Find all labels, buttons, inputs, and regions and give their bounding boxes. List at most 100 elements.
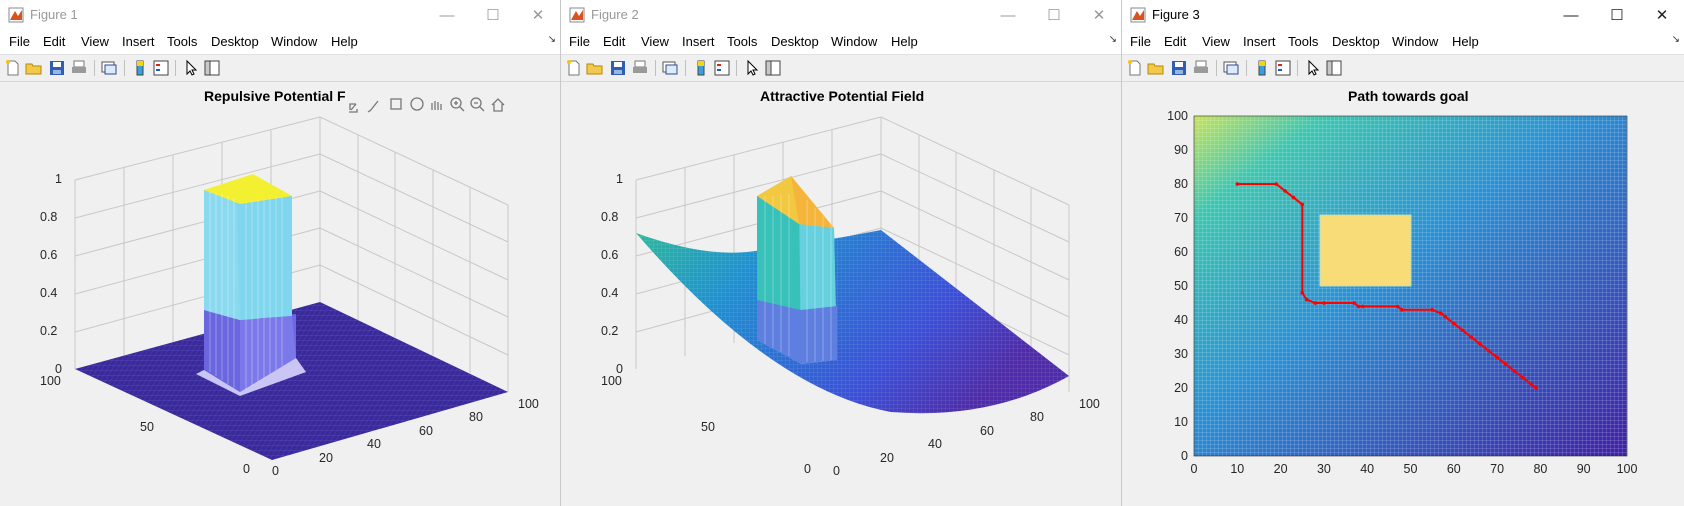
menu-tools[interactable]: Tools bbox=[167, 34, 198, 49]
dock-icon[interactable]: ↘ bbox=[1108, 34, 1117, 45]
pan-icon[interactable] bbox=[431, 101, 442, 110]
z-tick-label: 0.8 bbox=[40, 210, 57, 224]
new-figure-icon[interactable] bbox=[565, 59, 583, 77]
x-tick-labels: 0 10 20 30 40 50 60 70 80 90 100 bbox=[1191, 462, 1638, 476]
pointer-icon[interactable] bbox=[743, 59, 761, 77]
link-plot-icon[interactable] bbox=[661, 59, 679, 77]
maximize-button[interactable]: ☐ bbox=[1610, 7, 1624, 24]
title-bar[interactable]: Figure 3 — ☐ ✕ bbox=[1122, 0, 1684, 30]
figure-toolbar bbox=[1122, 55, 1684, 82]
dock-icon[interactable]: ↘ bbox=[547, 34, 556, 45]
datatip-icon[interactable] bbox=[390, 98, 402, 110]
menu-edit[interactable]: Edit bbox=[603, 34, 626, 49]
colorbar-icon[interactable] bbox=[131, 59, 149, 77]
path-point bbox=[1361, 304, 1365, 309]
toolbar-separator bbox=[124, 60, 125, 76]
menu-insert[interactable]: Insert bbox=[1243, 34, 1276, 49]
menu-help[interactable]: Help bbox=[891, 34, 918, 49]
open-file-icon[interactable] bbox=[586, 59, 604, 77]
print-icon[interactable] bbox=[70, 59, 88, 77]
property-inspector-icon[interactable] bbox=[203, 59, 221, 77]
menu-tools[interactable]: Tools bbox=[1288, 34, 1319, 49]
path-point bbox=[1274, 182, 1279, 186]
menu-view[interactable]: View bbox=[81, 34, 109, 49]
menu-view[interactable]: View bbox=[1202, 34, 1230, 49]
brush-icon[interactable] bbox=[367, 100, 379, 113]
x-tick-label: 20 bbox=[880, 451, 894, 465]
menu-window[interactable]: Window bbox=[831, 34, 878, 49]
plot-area[interactable]: Path towards goal 0102030405060708090100… bbox=[1122, 82, 1684, 506]
x-tick-label: 80 bbox=[1533, 462, 1547, 476]
zoom-in-icon[interactable] bbox=[450, 97, 465, 112]
maximize-button[interactable]: ☐ bbox=[1047, 7, 1061, 24]
menu-desktop[interactable]: Desktop bbox=[1332, 34, 1380, 49]
y-tick-label: 0 bbox=[243, 462, 250, 476]
x-tick-label: 60 bbox=[980, 424, 994, 438]
property-inspector-icon[interactable] bbox=[1325, 59, 1343, 77]
x-tick-label: 40 bbox=[928, 437, 942, 451]
close-button[interactable]: ✕ bbox=[531, 7, 545, 24]
x-tick-label: 70 bbox=[1490, 462, 1504, 476]
matlab-icon bbox=[569, 7, 585, 23]
title-bar[interactable]: Figure 2 — ☐ ✕ bbox=[561, 0, 1121, 30]
title-bar[interactable]: Figure 1 — ☐ ✕ bbox=[0, 0, 560, 30]
link-plot-icon[interactable] bbox=[100, 59, 118, 77]
zoom-out-icon[interactable] bbox=[470, 97, 485, 112]
menu-file[interactable]: File bbox=[1130, 34, 1151, 49]
window-title: Figure 1 bbox=[30, 7, 78, 22]
open-file-icon[interactable] bbox=[25, 59, 43, 77]
legend-icon[interactable] bbox=[152, 59, 170, 77]
axes-title: Repulsive Potential F bbox=[204, 88, 346, 104]
menu-window[interactable]: Window bbox=[1392, 34, 1439, 49]
figure-window-1[interactable]: Figure 1 — ☐ ✕ File Edit View Insert Too… bbox=[0, 0, 561, 506]
menu-desktop[interactable]: Desktop bbox=[211, 34, 259, 49]
menu-edit[interactable]: Edit bbox=[1164, 34, 1187, 49]
pointer-icon[interactable] bbox=[182, 59, 200, 77]
path-point bbox=[1495, 355, 1499, 360]
plot-area[interactable]: Repulsive Potential F 0 0.2 0.4 0.6 0.8 … bbox=[0, 82, 561, 506]
path-point bbox=[1291, 195, 1296, 200]
print-icon[interactable] bbox=[1192, 59, 1210, 77]
legend-icon[interactable] bbox=[713, 59, 731, 77]
minimize-button[interactable]: — bbox=[439, 6, 455, 24]
x-tick-label: 100 bbox=[1079, 397, 1100, 411]
menu-insert[interactable]: Insert bbox=[682, 34, 715, 49]
open-file-icon[interactable] bbox=[1147, 59, 1165, 77]
menu-help[interactable]: Help bbox=[1452, 34, 1479, 49]
minimize-button[interactable]: — bbox=[1000, 6, 1016, 24]
dock-icon[interactable]: ↘ bbox=[1671, 34, 1680, 45]
new-figure-icon[interactable] bbox=[1126, 59, 1144, 77]
menu-file[interactable]: File bbox=[569, 34, 590, 49]
menu-window[interactable]: Window bbox=[271, 34, 318, 49]
link-plot-icon[interactable] bbox=[1222, 59, 1240, 77]
menu-edit[interactable]: Edit bbox=[43, 34, 66, 49]
menu-file[interactable]: File bbox=[9, 34, 30, 49]
minimize-button[interactable]: — bbox=[1563, 6, 1579, 24]
save-icon[interactable] bbox=[609, 59, 627, 77]
y-tick-labels: 0 50 100 bbox=[40, 374, 250, 476]
maximize-button[interactable]: ☐ bbox=[486, 7, 500, 24]
home-icon[interactable] bbox=[491, 98, 505, 112]
menu-view[interactable]: View bbox=[641, 34, 669, 49]
menu-desktop[interactable]: Desktop bbox=[771, 34, 819, 49]
property-inspector-icon[interactable] bbox=[764, 59, 782, 77]
menu-help[interactable]: Help bbox=[331, 34, 358, 49]
colorbar-icon[interactable] bbox=[1253, 59, 1271, 77]
figure-window-3[interactable]: Figure 3 — ☐ ✕ File Edit View Insert Too… bbox=[1122, 0, 1684, 506]
plot-area[interactable]: Attractive Potential Field 0 0.2 0.4 0.6… bbox=[561, 82, 1122, 506]
export-icon[interactable] bbox=[349, 103, 358, 113]
save-icon[interactable] bbox=[48, 59, 66, 77]
menu-insert[interactable]: Insert bbox=[122, 34, 155, 49]
figure-window-2[interactable]: Figure 2 — ☐ ✕ File Edit View Insert Too… bbox=[561, 0, 1122, 506]
new-figure-icon[interactable] bbox=[4, 59, 22, 77]
save-icon[interactable] bbox=[1170, 59, 1188, 77]
legend-icon[interactable] bbox=[1274, 59, 1292, 77]
rotate-icon[interactable] bbox=[410, 97, 424, 111]
path-point bbox=[1486, 348, 1491, 353]
pointer-icon[interactable] bbox=[1304, 59, 1322, 77]
print-icon[interactable] bbox=[631, 59, 649, 77]
close-button[interactable]: ✕ bbox=[1092, 7, 1106, 24]
menu-tools[interactable]: Tools bbox=[727, 34, 758, 49]
close-button[interactable]: ✕ bbox=[1655, 7, 1669, 24]
colorbar-icon[interactable] bbox=[692, 59, 710, 77]
